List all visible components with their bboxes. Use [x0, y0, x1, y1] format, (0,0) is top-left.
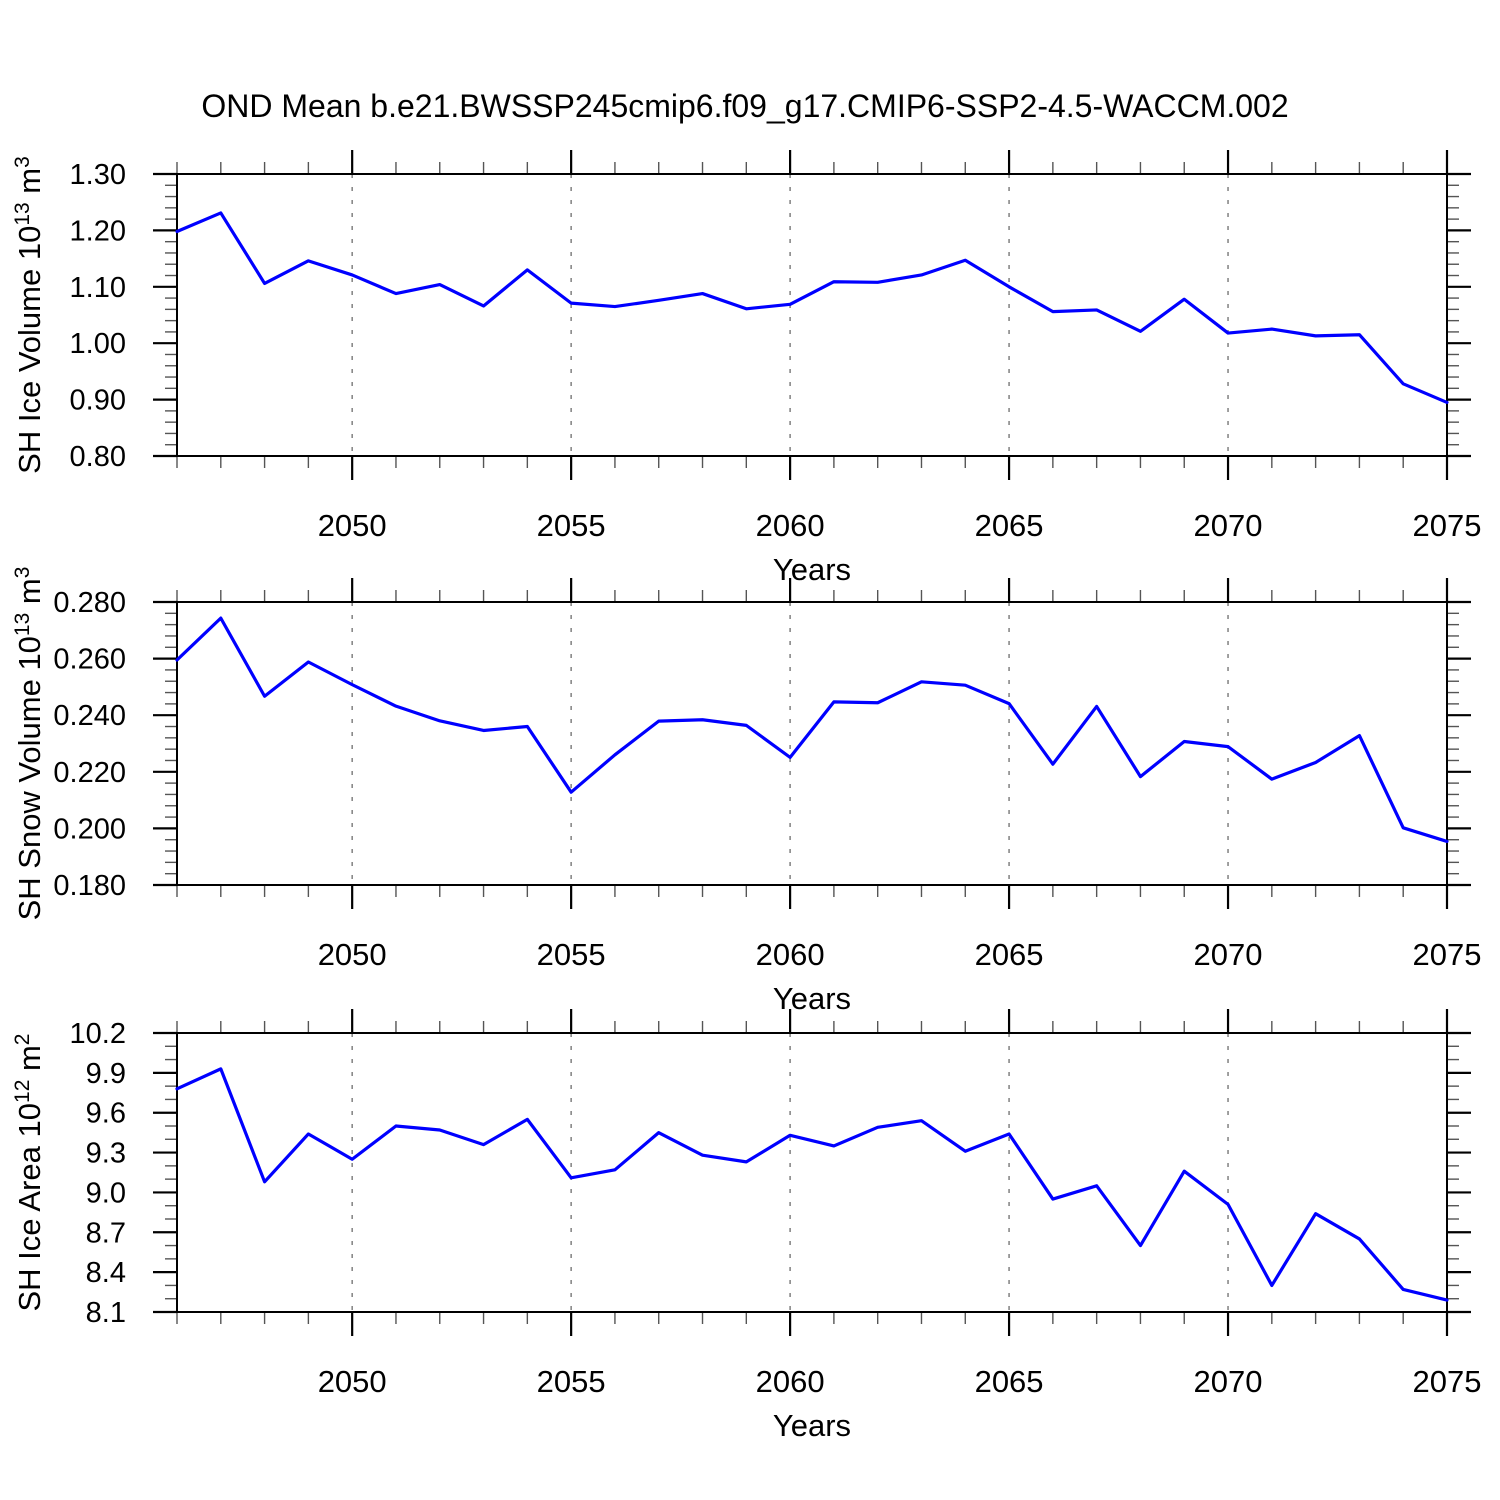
x-tick-label: 2070: [1194, 937, 1263, 972]
y-axis-title: SH Ice Volume 1013 m3: [11, 156, 47, 474]
gridlines: [351, 602, 1229, 885]
series-line: [175, 1067, 1449, 1302]
x-tick-label: 2060: [756, 508, 825, 543]
y-axis-title-sup: 12: [11, 1080, 34, 1103]
y-ticks: [153, 600, 1471, 887]
plot-frame: [176, 173, 1448, 457]
figure-title: OND Mean b.e21.BWSSP245cmip6.f09_g17.CMI…: [201, 88, 1289, 124]
y-tick-label: 1.20: [70, 215, 126, 247]
y-tick-label: 0.80: [70, 441, 126, 473]
plot-frame: [176, 601, 1448, 886]
y-ticks: [153, 1031, 1471, 1314]
x-axis-title: Years: [773, 981, 851, 1016]
y-axis-title: SH Snow Volume 1013 m3: [11, 567, 47, 921]
y-tick-label: 0.280: [53, 587, 126, 619]
x-tick-label: 2060: [756, 1364, 825, 1399]
y-tick-label: 9.9: [86, 1058, 126, 1090]
x-tick-label: 2070: [1194, 1364, 1263, 1399]
y-tick-label: 10.2: [70, 1018, 126, 1050]
y-tick-label: 9.3: [86, 1138, 126, 1170]
y-tick-label: 1.10: [70, 272, 126, 304]
series-line: [175, 211, 1449, 405]
y-tick-label: 0.240: [53, 700, 126, 732]
y-axis-title-sup: 3: [11, 156, 34, 168]
gridlines: [351, 1033, 1229, 1312]
panel-1: 0.80 0.90 1.00 1.10 1.20 1.30 2050 2055 2060 2065…: [11, 150, 1481, 587]
x-tick-label: 2075: [1413, 937, 1482, 972]
series-line: [175, 616, 1449, 844]
y-tick-label: 1.00: [70, 328, 126, 360]
y-tick-label: 0.180: [53, 870, 126, 902]
y-tick-label: 8.7: [86, 1217, 126, 1249]
x-tick-label: 2075: [1413, 1364, 1482, 1399]
y-ticks: [153, 172, 1471, 458]
y-axis-title-part: SH Snow Volume 10: [12, 636, 47, 920]
plot-frame: [176, 1032, 1448, 1313]
y-axis-title-sup: 13: [11, 613, 34, 636]
x-ticks: [176, 150, 1449, 480]
x-tick-label: 2060: [756, 937, 825, 972]
y-axis-title-part: m: [12, 168, 47, 202]
y-tick-label: 8.1: [86, 1297, 126, 1329]
x-tick-label: 2050: [318, 508, 387, 543]
y-axis-title-part: m: [12, 578, 47, 612]
x-ticks: [176, 1009, 1449, 1336]
y-axis-title-part: m: [12, 1045, 47, 1079]
x-ticks: [176, 578, 1449, 909]
y-tick-label: 0.200: [53, 813, 126, 845]
y-axis-title-part: SH Ice Volume 10: [12, 226, 47, 474]
x-tick-label: 2065: [975, 937, 1044, 972]
panel-2: 0.180 0.200 0.220 0.240 0.260 0.280 2050 2055 20…: [11, 567, 1481, 1016]
y-tick-label: 1.30: [70, 159, 126, 191]
gridlines: [351, 174, 1229, 456]
x-tick-label: 2065: [975, 1364, 1044, 1399]
x-tick-label: 2065: [975, 508, 1044, 543]
y-tick-label: 0.90: [70, 385, 126, 417]
x-tick-label: 2070: [1194, 508, 1263, 543]
x-tick-label: 2055: [537, 508, 606, 543]
y-tick-label: 0.220: [53, 757, 126, 789]
x-tick-label: 2075: [1413, 508, 1482, 543]
x-tick-label: 2055: [537, 937, 606, 972]
y-tick-label: 8.4: [86, 1257, 126, 1289]
y-tick-label: 9.6: [86, 1098, 126, 1130]
x-tick-label: 2050: [318, 1364, 387, 1399]
x-tick-label: 2050: [318, 937, 387, 972]
x-tick-label: 2055: [537, 1364, 606, 1399]
x-axis-title: Years: [773, 1408, 851, 1443]
y-tick-label: 9.0: [86, 1177, 126, 1209]
y-axis-title-sup: 2: [11, 1034, 34, 1046]
x-axis-title: Years: [773, 552, 851, 587]
y-axis-title-part: SH Ice Area 10: [12, 1103, 47, 1312]
y-axis-title-sup: 3: [11, 567, 34, 579]
y-axis-title: SH Ice Area 1012 m2: [11, 1034, 47, 1312]
y-axis-title-sup: 13: [11, 202, 34, 225]
y-tick-label: 0.260: [53, 644, 126, 676]
panel-3: 8.1 8.4 8.7 9.0 9.3 9.6 9.9 10.2 2050 2055 2060 206…: [11, 1009, 1481, 1443]
